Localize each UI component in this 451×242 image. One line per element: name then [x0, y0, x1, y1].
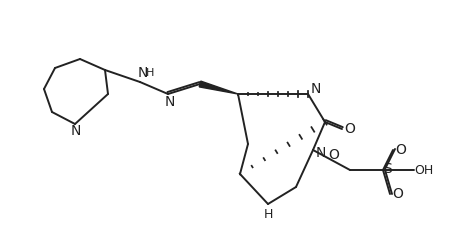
Text: N: N: [138, 66, 148, 80]
Text: N: N: [310, 82, 321, 96]
Text: N: N: [165, 95, 175, 109]
Text: O: O: [344, 122, 354, 136]
Text: H: H: [146, 68, 154, 78]
Text: S: S: [383, 162, 391, 176]
Text: O: O: [392, 187, 403, 201]
Text: O: O: [395, 143, 405, 157]
Polygon shape: [199, 81, 238, 94]
Text: OH: OH: [414, 164, 433, 176]
Text: N: N: [315, 146, 326, 160]
Text: O: O: [328, 148, 339, 162]
Text: H: H: [263, 207, 272, 220]
Text: N: N: [71, 124, 81, 138]
